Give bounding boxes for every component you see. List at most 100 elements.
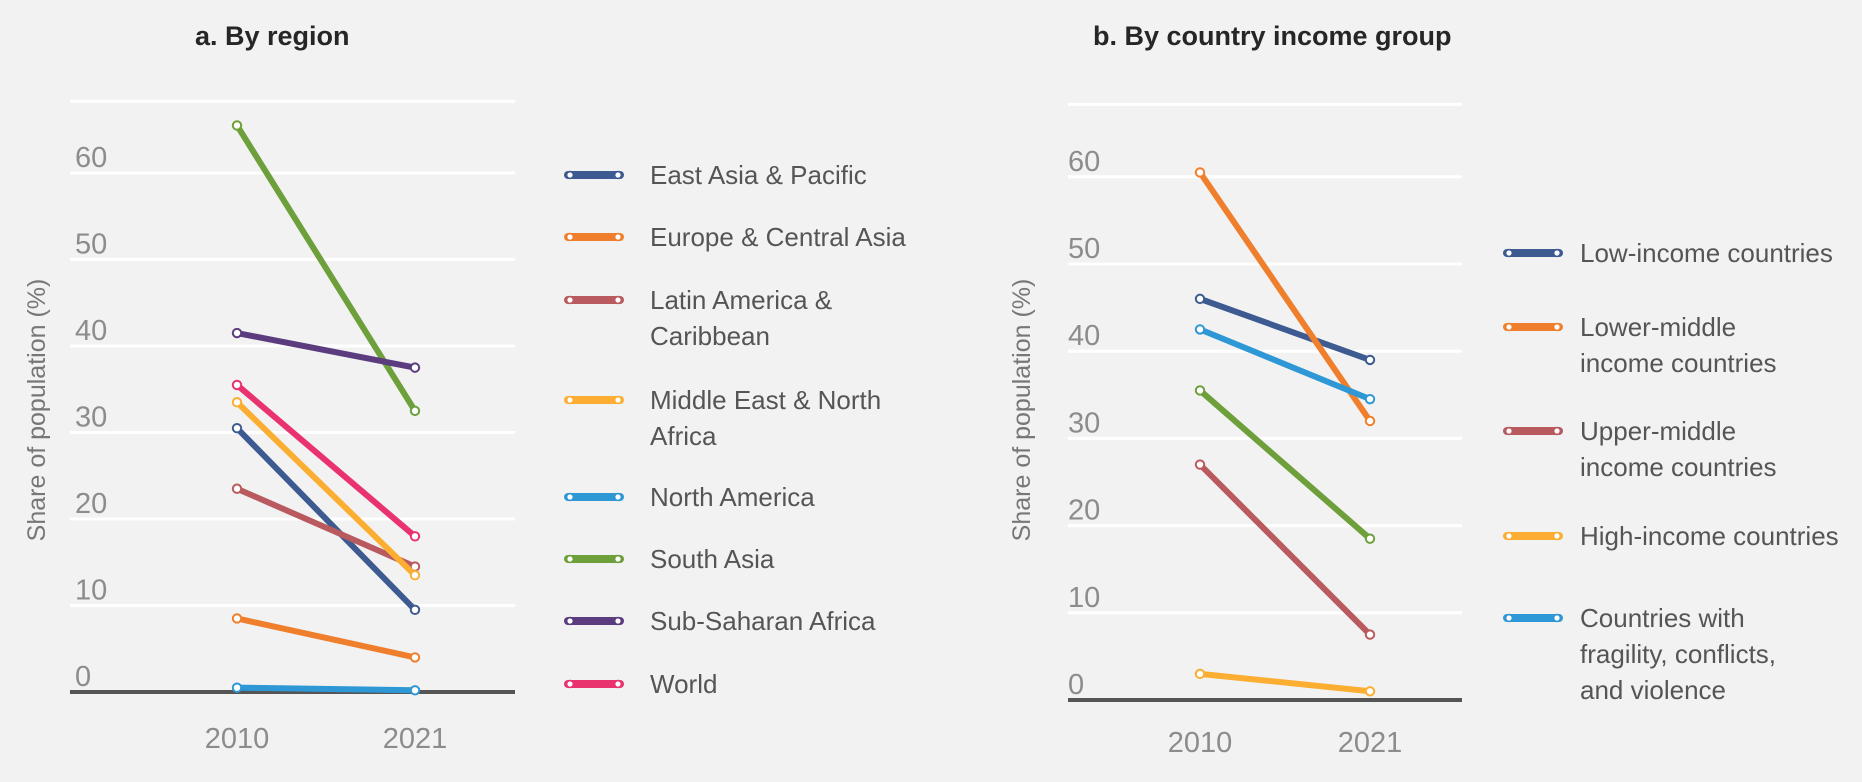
series-line xyxy=(231,397,421,581)
panel-a-y-ticks: 0 10 20 30 40 50 60 xyxy=(75,142,107,693)
x-tick-label: 2021 xyxy=(383,723,448,755)
legend-marker xyxy=(1504,248,1514,258)
y-tick-label: 40 xyxy=(75,315,107,347)
series-line xyxy=(231,422,421,616)
legend-label: High-income countries xyxy=(1580,521,1839,551)
panel-a: a. By region Share of population (%) 0 10… xyxy=(23,21,906,755)
legend-label: Caribbean xyxy=(650,321,770,351)
legend-label: World xyxy=(650,669,717,699)
data-point xyxy=(409,685,421,696)
series-segment xyxy=(234,122,418,414)
x-tick-label: 2021 xyxy=(1338,727,1403,759)
series-segment xyxy=(234,684,418,694)
data-point xyxy=(231,327,243,339)
panel-a-series xyxy=(231,120,421,696)
y-tick-label: 50 xyxy=(1068,233,1100,265)
series-segment xyxy=(1197,461,1373,638)
data-point xyxy=(1364,533,1376,544)
legend-marker xyxy=(1552,322,1562,332)
legend-marker xyxy=(613,492,623,502)
legend-marker xyxy=(613,232,623,242)
data-point xyxy=(1364,415,1376,427)
legend-marker xyxy=(565,492,575,502)
data-point xyxy=(1364,686,1376,697)
x-tick-label: 2010 xyxy=(1168,727,1233,759)
y-tick-label: 10 xyxy=(75,575,107,607)
legend-label: Africa xyxy=(650,421,717,451)
data-point xyxy=(409,604,421,616)
y-tick-label: 30 xyxy=(1068,407,1100,439)
legend-label: income countries xyxy=(1580,348,1777,378)
legend-label: Sub-Saharan Africa xyxy=(650,606,876,636)
legend-marker xyxy=(613,295,623,305)
legend-label: Middle East & North xyxy=(650,385,881,415)
series-segment xyxy=(234,425,418,613)
legend-label: Low-income countries xyxy=(1580,238,1833,268)
legend-marker xyxy=(565,554,575,564)
data-point xyxy=(1364,629,1376,640)
data-point xyxy=(409,652,421,663)
panel-a-legend: East Asia & Pacific Europe & Central Asia… xyxy=(564,160,906,699)
series-segment xyxy=(1197,326,1373,403)
y-tick-label: 60 xyxy=(1068,146,1100,178)
data-point xyxy=(231,613,243,624)
data-point xyxy=(1194,324,1206,335)
panel-b-y-ticks: 0 10 20 30 40 50 60 xyxy=(1068,146,1100,701)
legend-marker xyxy=(613,170,623,180)
data-point xyxy=(231,422,243,434)
data-point xyxy=(1194,293,1206,305)
panel-b-title: b. By country income group xyxy=(1093,21,1452,51)
legend-label: fragility, conflicts, xyxy=(1580,639,1776,669)
legend-item: Middle East & North Africa xyxy=(564,385,881,451)
series-line xyxy=(231,327,421,373)
data-point xyxy=(409,531,421,542)
legend-label: Countries with xyxy=(1580,603,1745,633)
series-line xyxy=(1194,385,1376,544)
panel-a-y-axis-label: Share of population (%) xyxy=(23,279,51,542)
legend-item: Low-income countries xyxy=(1503,238,1833,268)
series-segment xyxy=(234,330,418,371)
legend-item: Lower-middle income countries xyxy=(1503,312,1777,378)
y-tick-label: 30 xyxy=(75,402,107,434)
y-tick-label: 0 xyxy=(1068,669,1084,701)
series-segment xyxy=(234,615,418,661)
legend-item: Latin America & Caribbean xyxy=(564,285,832,351)
legend-marker xyxy=(1504,426,1514,436)
panel-b-series xyxy=(1194,167,1376,697)
series-line xyxy=(1194,293,1376,366)
legend-marker xyxy=(565,232,575,242)
legend-marker xyxy=(1552,248,1562,258)
data-point xyxy=(1194,167,1206,178)
data-point xyxy=(1364,393,1376,405)
panel-b-legend: Low-income countries Lower-middle income c… xyxy=(1503,238,1839,705)
panel-b: b. By country income group Share of popu… xyxy=(1008,21,1839,759)
series-segment xyxy=(234,381,418,540)
y-tick-label: 60 xyxy=(75,142,107,174)
data-point xyxy=(409,570,421,581)
legend-marker xyxy=(613,679,623,689)
legend-marker xyxy=(565,679,575,689)
legend-label: Latin America & xyxy=(650,285,832,315)
series-line xyxy=(1194,324,1376,405)
data-point xyxy=(1194,459,1206,470)
legend-marker xyxy=(613,616,623,626)
legend-item: High-income countries xyxy=(1503,521,1839,551)
data-point xyxy=(231,379,243,391)
legend-marker xyxy=(565,616,575,626)
data-point xyxy=(409,362,421,373)
legend-label: East Asia & Pacific xyxy=(650,160,867,190)
data-point xyxy=(231,397,243,408)
series-line xyxy=(1194,668,1376,697)
series-line xyxy=(231,613,421,663)
legend-marker xyxy=(1504,613,1514,623)
panel-b-y-axis-label: Share of population (%) xyxy=(1008,279,1036,542)
legend-marker xyxy=(1504,322,1514,332)
y-tick-label: 20 xyxy=(75,488,107,520)
series-segment xyxy=(234,399,418,579)
legend-marker xyxy=(1552,531,1562,541)
series-line xyxy=(231,682,421,696)
legend-marker xyxy=(613,554,623,564)
data-point xyxy=(231,120,243,131)
series-line xyxy=(1194,167,1376,427)
